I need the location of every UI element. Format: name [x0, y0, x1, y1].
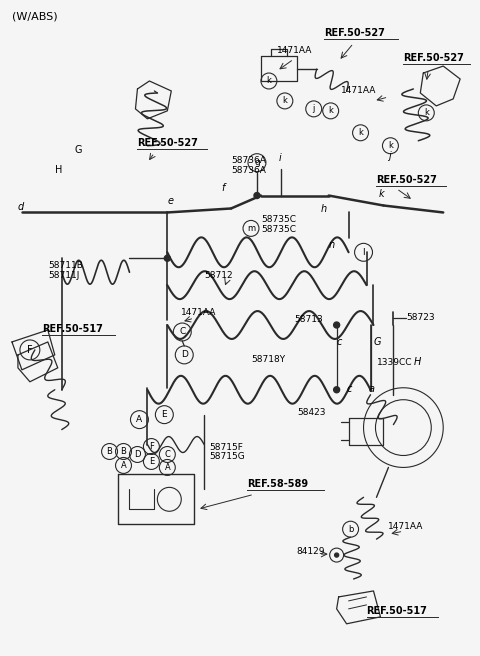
- Text: 1471AA: 1471AA: [341, 86, 376, 95]
- Text: n: n: [329, 240, 335, 251]
- Text: B: B: [120, 447, 126, 456]
- Text: F: F: [27, 345, 33, 355]
- Text: m: m: [247, 224, 255, 233]
- Text: A: A: [120, 461, 126, 470]
- Circle shape: [254, 193, 260, 199]
- Text: 58736A: 58736A: [231, 155, 266, 165]
- Text: b: b: [348, 525, 353, 534]
- Text: 1471AA: 1471AA: [388, 522, 424, 531]
- Text: k: k: [328, 106, 333, 115]
- Text: j: j: [312, 104, 315, 113]
- Text: 84129: 84129: [297, 547, 325, 556]
- Text: REF.50-527: REF.50-527: [324, 28, 384, 38]
- Text: A: A: [136, 415, 143, 424]
- Text: d: d: [18, 203, 24, 213]
- Text: 58723: 58723: [407, 313, 435, 322]
- Text: a: a: [369, 384, 374, 394]
- Circle shape: [164, 255, 170, 261]
- Text: (W/ABS): (W/ABS): [12, 11, 58, 21]
- Text: REF.50-527: REF.50-527: [137, 138, 198, 148]
- Text: 58713: 58713: [294, 315, 323, 324]
- Text: 58718Y: 58718Y: [251, 355, 285, 364]
- Text: REF.50-517: REF.50-517: [42, 324, 103, 334]
- Text: E: E: [149, 457, 154, 466]
- Text: k: k: [282, 96, 288, 106]
- Text: B: B: [107, 447, 112, 456]
- Text: 58735C: 58735C: [261, 215, 296, 224]
- Text: F: F: [149, 442, 154, 451]
- Text: k: k: [378, 188, 384, 199]
- Text: H: H: [413, 357, 420, 367]
- Text: k: k: [266, 77, 271, 85]
- Circle shape: [335, 553, 338, 557]
- Circle shape: [334, 322, 340, 328]
- Text: 58712: 58712: [204, 271, 233, 280]
- Text: 58423: 58423: [297, 407, 325, 417]
- Text: D: D: [134, 450, 141, 459]
- Text: 58736A: 58736A: [231, 165, 266, 174]
- Text: 58715F: 58715F: [209, 443, 243, 451]
- Text: 58735C: 58735C: [261, 226, 296, 234]
- Text: A: A: [165, 463, 170, 472]
- Circle shape: [334, 387, 340, 393]
- Text: E: E: [162, 410, 167, 419]
- Text: c: c: [347, 384, 352, 394]
- Text: f: f: [221, 182, 225, 193]
- Text: REF.50-527: REF.50-527: [376, 174, 437, 184]
- Text: j: j: [388, 151, 391, 161]
- Text: G: G: [75, 145, 82, 155]
- Text: 58715G: 58715G: [209, 453, 245, 461]
- Text: REF.50-527: REF.50-527: [403, 53, 464, 63]
- Text: e: e: [168, 197, 173, 207]
- Text: l: l: [362, 248, 365, 256]
- Text: REF.58-589: REF.58-589: [247, 480, 308, 489]
- Text: k: k: [424, 108, 429, 117]
- Text: k: k: [388, 141, 393, 150]
- Text: h: h: [321, 205, 327, 215]
- Text: k: k: [358, 129, 363, 137]
- Text: 1471AA: 1471AA: [277, 46, 312, 55]
- Text: REF.50-517: REF.50-517: [367, 606, 427, 616]
- Text: 1471AA: 1471AA: [181, 308, 216, 317]
- Text: g: g: [254, 158, 260, 167]
- Text: C: C: [164, 450, 170, 459]
- Text: i: i: [279, 153, 282, 163]
- Text: 58711B: 58711B: [48, 261, 83, 270]
- Text: G: G: [373, 337, 381, 347]
- Text: c: c: [336, 337, 342, 347]
- Text: 1339CC: 1339CC: [376, 358, 412, 367]
- Text: D: D: [181, 350, 188, 359]
- Text: H: H: [55, 165, 62, 174]
- Text: C: C: [179, 327, 185, 337]
- Text: 58711J: 58711J: [48, 271, 79, 280]
